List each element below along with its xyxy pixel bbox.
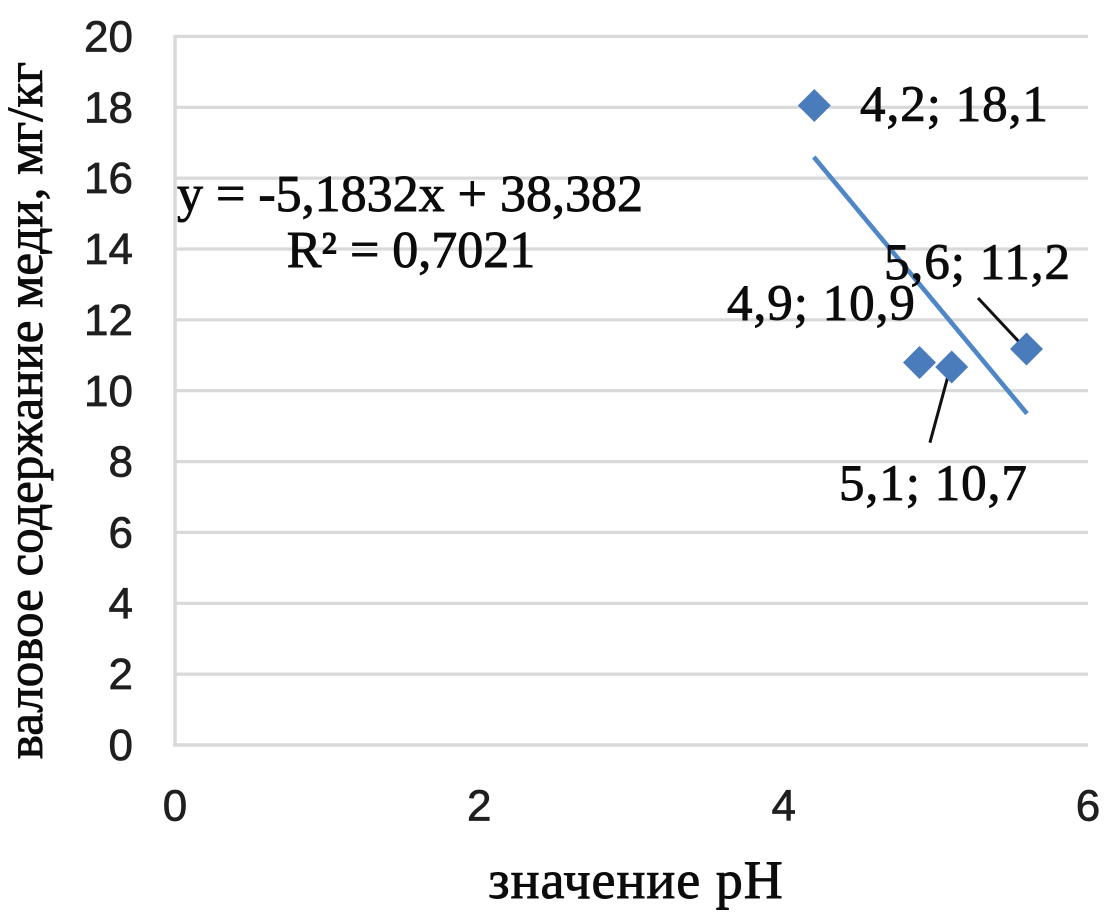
svg-text:4,9; 10,9: 4,9; 10,9 [727, 276, 916, 332]
svg-text:валовое содержание меди, мг/кг: валовое содержание меди, мг/кг [0, 62, 54, 759]
svg-text:y = -5,1832x + 38,382: y = -5,1832x + 38,382 [177, 166, 643, 223]
svg-text:0: 0 [109, 721, 133, 770]
svg-text:R² = 0,7021: R² = 0,7021 [287, 222, 536, 279]
svg-text:14: 14 [84, 225, 133, 274]
svg-text:2: 2 [467, 782, 491, 831]
svg-text:8: 8 [109, 438, 133, 487]
svg-text:18: 18 [84, 83, 133, 132]
svg-text:0: 0 [163, 782, 187, 831]
svg-text:2: 2 [109, 650, 133, 699]
svg-text:6: 6 [109, 509, 133, 558]
svg-text:4: 4 [109, 579, 133, 628]
svg-text:значение pH: значение pH [488, 850, 783, 910]
svg-text:6: 6 [1076, 782, 1100, 831]
svg-text:4,2; 18,1: 4,2; 18,1 [860, 77, 1049, 133]
svg-text:20: 20 [84, 13, 133, 62]
svg-text:12: 12 [84, 296, 133, 345]
svg-text:5,1; 10,7: 5,1; 10,7 [839, 456, 1028, 512]
svg-text:5,6; 11,2: 5,6; 11,2 [884, 235, 1071, 291]
svg-text:4: 4 [771, 782, 795, 831]
svg-text:16: 16 [84, 154, 133, 203]
svg-text:10: 10 [84, 367, 133, 416]
